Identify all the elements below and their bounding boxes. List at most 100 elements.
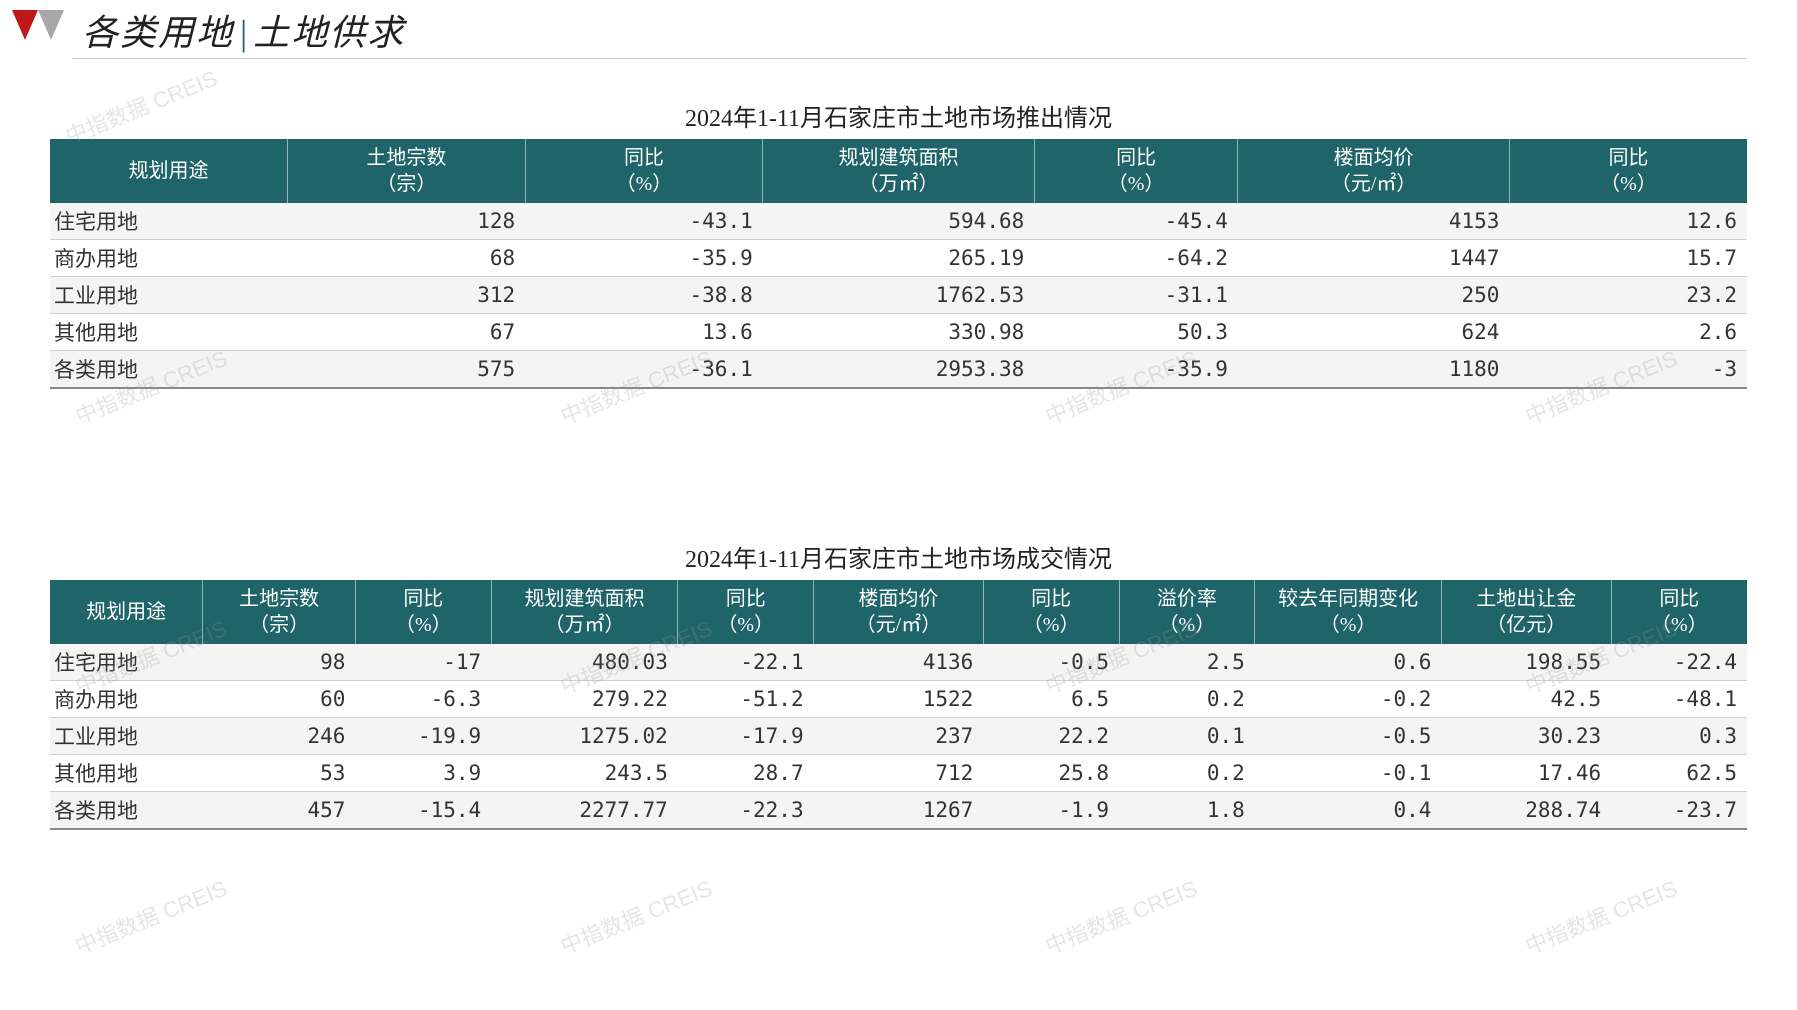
table2-cell: 1522 [814, 681, 984, 718]
table2-cell: 60 [203, 681, 356, 718]
table1-cell: -45.4 [1034, 203, 1238, 240]
table1-row-label: 工业用地 [50, 277, 288, 314]
watermark-text: 中指数据 CREIS [555, 871, 717, 961]
table1-header-1-bottom: （宗） [376, 173, 436, 195]
table2-header-4-bottom: （%） [717, 614, 774, 636]
table2-row-label: 商办用地 [50, 681, 203, 718]
table2-header-8: 较去年同期变化（%） [1255, 580, 1442, 644]
table2-cell: -22.4 [1611, 644, 1747, 681]
table1-header-6-bottom: （%） [1600, 173, 1657, 195]
table1-title: 2024年1-11月石家庄市土地市场推出情况 [50, 98, 1747, 133]
table1-header-3: 规划建筑面积 （万㎡） [763, 139, 1035, 203]
table2-cell: -17 [355, 644, 491, 681]
table1-cell: -31.1 [1034, 277, 1238, 314]
table1-cell: 575 [288, 351, 526, 389]
table2-row: 住宅用地98-17480.03-22.14136-0.52.50.6198.55… [50, 644, 1747, 681]
page: 各类用地 | 土地供求 2024年1-11月石家庄市土地市场推出情况 规划用途 土… [0, 0, 1797, 1010]
table1-cell: 1762.53 [763, 277, 1035, 314]
table2-cell: 0.3 [1611, 718, 1747, 755]
watermark-text: 中指数据 CREIS [1040, 871, 1202, 961]
table1-header-5-bottom: （元/㎡） [1331, 173, 1417, 195]
table1-cell: -43.1 [525, 203, 763, 240]
table1-cell: 1447 [1238, 240, 1510, 277]
page-header: 各类用地 | 土地供求 [0, 0, 1797, 60]
table2-cell: -0.5 [1255, 718, 1442, 755]
table2-cell: 1267 [814, 792, 984, 830]
table1-header-6-top: 同比 [1608, 147, 1648, 169]
table2-header-5-bottom: （元/㎡） [856, 614, 942, 636]
table2-header-2-top: 同比 [403, 588, 443, 610]
table2-header-10-bottom: （%） [1651, 614, 1708, 636]
table1-row: 各类用地575-36.12953.38-35.91180-3 [50, 351, 1747, 389]
table2-cell: 30.23 [1441, 718, 1611, 755]
table1-cell: 250 [1238, 277, 1510, 314]
table2-cell: 0.6 [1255, 644, 1442, 681]
table2-header-5-top: 楼面均价 [858, 588, 938, 610]
table1-cell: 13.6 [525, 314, 763, 351]
table2-cell: -22.3 [678, 792, 814, 830]
table2-cell: -1.9 [983, 792, 1119, 830]
table2-cell: 0.2 [1119, 681, 1255, 718]
table2-cell: 243.5 [491, 755, 678, 792]
table2-header-4-top: 同比 [726, 588, 766, 610]
watermark-text: 中指数据 CREIS [70, 871, 232, 961]
table2-cell: 42.5 [1441, 681, 1611, 718]
table2-row-label: 各类用地 [50, 792, 203, 830]
table1-cell: 2.6 [1509, 314, 1747, 351]
table2-header-6-bottom: （%） [1023, 614, 1080, 636]
table2-cell: 6.5 [983, 681, 1119, 718]
table2-cell: -23.7 [1611, 792, 1747, 830]
table2-cell: 237 [814, 718, 984, 755]
table2-header-8-top: 较去年同期变化 [1278, 588, 1418, 610]
table1-header-2: 同比（%） [525, 139, 763, 203]
table2-cell: 2277.77 [491, 792, 678, 830]
table2-header-10-top: 同比 [1659, 588, 1699, 610]
table2-row: 其他用地533.9243.528.771225.80.2-0.117.4662.… [50, 755, 1747, 792]
table2-cell: 0.4 [1255, 792, 1442, 830]
table2-header-10: 同比 （%） [1611, 580, 1747, 644]
table1-header-2-bottom: （%） [616, 173, 673, 195]
table1-header-5-top: 楼面均价 [1334, 147, 1414, 169]
table2-header-0: 规划用途 [50, 580, 203, 644]
table1-header-4-bottom: （%） [1108, 173, 1165, 195]
logo-icon [12, 10, 64, 50]
table1-row: 住宅用地128-43.1594.68-45.4415312.6 [50, 203, 1747, 240]
table2-cell: -6.3 [355, 681, 491, 718]
table1-cell: 2953.38 [763, 351, 1035, 389]
table2-header-1-top: 土地宗数 [239, 588, 319, 610]
table2-row-label: 其他用地 [50, 755, 203, 792]
table2-cell: 2.5 [1119, 644, 1255, 681]
table2-cell: 712 [814, 755, 984, 792]
table2-cell: 62.5 [1611, 755, 1747, 792]
table1-cell: 624 [1238, 314, 1510, 351]
table2-cell: 0.1 [1119, 718, 1255, 755]
table2-header-6-top: 同比 [1031, 588, 1071, 610]
table1-cell: -64.2 [1034, 240, 1238, 277]
table2-header-7: 溢价率（%） [1119, 580, 1255, 644]
table1-cell: 67 [288, 314, 526, 351]
table2-cell: 198.55 [1441, 644, 1611, 681]
table1-header-3-top: 规划建筑面积 [838, 147, 958, 169]
table2-cell: 1.8 [1119, 792, 1255, 830]
table2-cell: 0.2 [1119, 755, 1255, 792]
table2-title: 2024年1-11月石家庄市土地市场成交情况 [50, 539, 1747, 574]
table2-header-2: 同比（%） [355, 580, 491, 644]
title-divider-icon: | [240, 12, 247, 54]
table2-cell: -0.2 [1255, 681, 1442, 718]
table2-row-label: 工业用地 [50, 718, 203, 755]
table1-cell: -3 [1509, 351, 1747, 389]
table1-row-label: 其他用地 [50, 314, 288, 351]
header-underline [72, 58, 1747, 59]
table2-cell: 53 [203, 755, 356, 792]
table2-cell: 246 [203, 718, 356, 755]
table2-cell: -0.1 [1255, 755, 1442, 792]
table1-cell: 312 [288, 277, 526, 314]
table1-header-3-bottom: （万㎡） [858, 173, 938, 195]
table2-row-label: 住宅用地 [50, 644, 203, 681]
table2-header-9-top: 土地出让金 [1476, 588, 1576, 610]
table1-header-4-top: 同比 [1116, 147, 1156, 169]
table2-header-9: 土地出让金（亿元） [1441, 580, 1611, 644]
table2-cell: 288.74 [1441, 792, 1611, 830]
page-title: 各类用地 | 土地供求 [82, 4, 405, 56]
table1-header-6: 同比 （%） [1509, 139, 1747, 203]
